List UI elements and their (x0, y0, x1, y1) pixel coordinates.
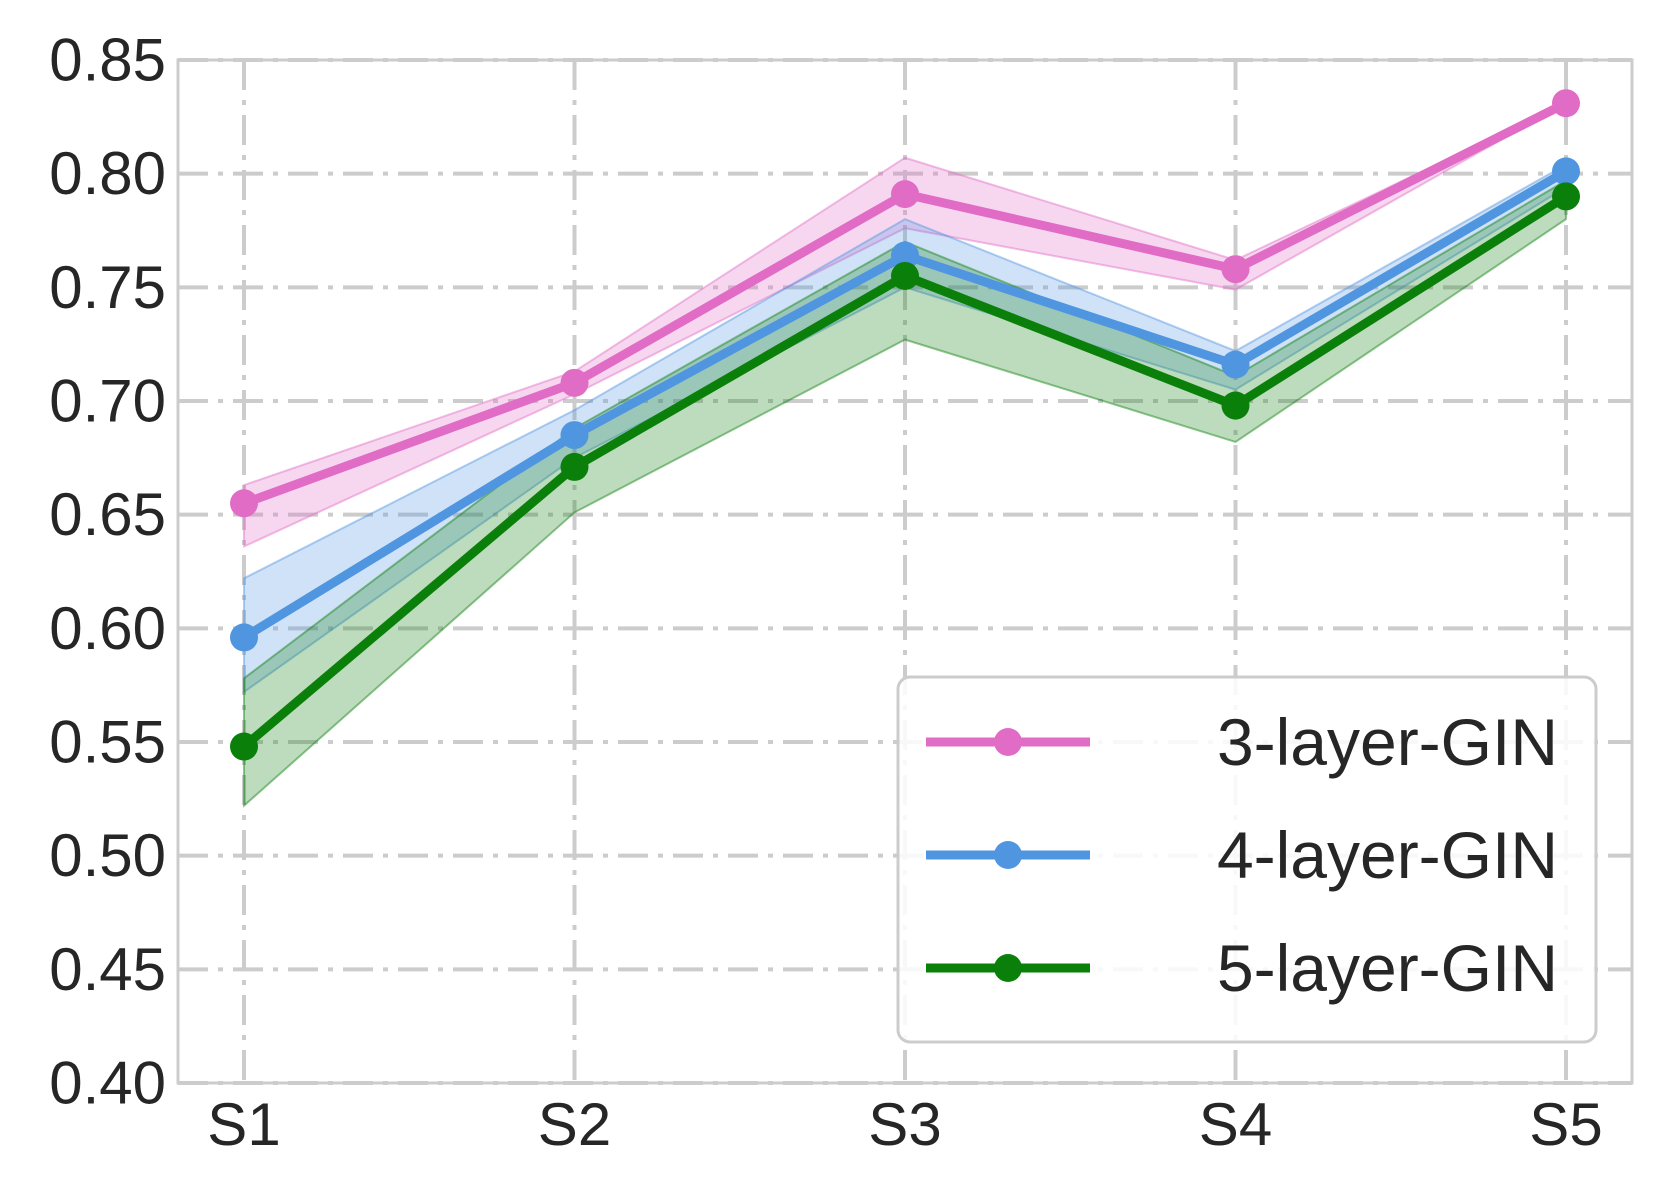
data-point-series-2 (560, 421, 589, 450)
x-tick-label: S5 (1529, 1091, 1602, 1158)
data-point-series-3 (1552, 182, 1580, 211)
data-point-series-3 (560, 452, 589, 481)
data-point-series-1 (891, 180, 919, 209)
data-point-series-2 (891, 241, 919, 270)
y-tick-label: 0.65 (49, 481, 166, 548)
axis-tick-labels: 0.40 0.45 0.50 0.55 0.60 0.65 0.70 0.75 0.80 0.85… (49, 27, 1602, 1159)
data-point-series-1 (560, 368, 589, 397)
plot-frame (176, 58, 1634, 1085)
x-tick-label: S2 (538, 1091, 611, 1158)
y-tick-label: 0.60 (49, 595, 166, 662)
legend-marker-2 (994, 841, 1022, 869)
data-point-series-1 (1552, 89, 1580, 118)
y-tick-label: 0.70 (49, 368, 166, 435)
data-point-series-1 (1221, 255, 1250, 284)
data-point-series-3 (891, 261, 919, 290)
data-point-series-3 (230, 732, 258, 761)
legend-label-3: 5-layer-GIN (1217, 931, 1558, 1005)
y-tick-label: 0.45 (49, 936, 166, 1003)
y-tick-label: 0.80 (49, 140, 166, 207)
data-point-series-1 (230, 489, 258, 518)
legend-box (896, 675, 1598, 1044)
legend-marker-1 (994, 728, 1022, 756)
y-tick-label: 0.55 (49, 709, 166, 776)
legend-marker-3 (994, 954, 1022, 982)
data-point-series-2 (230, 623, 258, 652)
confidence-band-series-3 (243, 178, 1567, 808)
x-tick-label: S3 (868, 1091, 941, 1158)
series-markers (230, 89, 1580, 761)
data-point-series-2 (1221, 350, 1250, 379)
legend-label-2: 4-layer-GIN (1217, 818, 1558, 892)
y-tick-label: 0.50 (49, 822, 166, 889)
y-tick-label: 0.40 (49, 1050, 166, 1117)
data-point-series-2 (1552, 157, 1580, 186)
legend: 3-layer-GIN 4-layer-GIN 5-layer-GIN (896, 675, 1598, 1044)
x-tick-label: S4 (1199, 1091, 1272, 1158)
y-tick-label: 0.85 (49, 27, 166, 94)
data-point-series-3 (1221, 391, 1250, 420)
x-tick-label: S1 (207, 1091, 280, 1158)
y-tick-label: 0.75 (49, 254, 166, 321)
legend-label-1: 3-layer-GIN (1217, 705, 1558, 779)
